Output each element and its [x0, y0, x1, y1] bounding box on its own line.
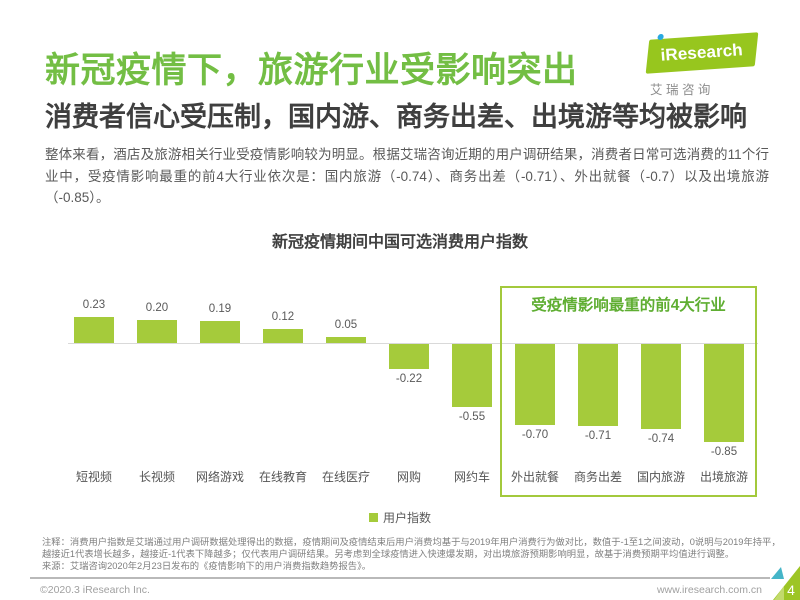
category-label: 网购 [396, 470, 421, 484]
footnote-line: 越接近1代表增长越多，越接近-1代表下降越多；仅代表用户调研结果。另考虑到全球疫… [42, 548, 735, 559]
footnotes: 注释：消费用户指数是艾瑞通过用户调研数据处理得出的数据，疫情期间及疫情结束后用户… [42, 537, 782, 572]
iresearch-logo: iResearch 艾 瑞 咨 询 [645, 32, 760, 98]
bar [641, 344, 681, 429]
category-label: 在线医疗 [321, 470, 370, 484]
bar-value-label: 0.12 [271, 311, 295, 323]
legend-swatch-icon [368, 513, 378, 522]
bar-value-label: -0.85 [710, 446, 738, 458]
corner-green-triangle [773, 566, 800, 600]
bar [704, 344, 744, 442]
page-number: 4 [787, 582, 795, 598]
logo-brand-chinese: 艾 瑞 咨 询 [650, 83, 711, 97]
bar [389, 344, 429, 369]
bar-value-label: 0.23 [82, 299, 106, 311]
footer-copyright: ©2020.3 iResearch Inc. [40, 584, 150, 596]
bar [200, 321, 240, 343]
chart-legend: 用户指数 [0, 509, 800, 526]
category-label: 外出就餐 [510, 470, 559, 484]
category-label: 商务出差 [573, 470, 622, 484]
bar [452, 344, 492, 407]
category-label: 在线教育 [258, 470, 307, 484]
bar [74, 317, 114, 343]
highlight-box: 受疫情影响最重的前4大行业 [500, 286, 757, 497]
bar-value-label: -0.70 [521, 429, 549, 441]
footer-divider [30, 577, 770, 579]
bar-value-label: -0.71 [584, 430, 612, 442]
page-title: 新冠疫情下，旅游行业受影响突出 [45, 51, 578, 90]
legend-label: 用户指数 [382, 511, 431, 525]
highlight-box-title: 受疫情影响最重的前4大行业 [531, 297, 726, 314]
intro-paragraph: 整体来看，酒店及旅游相关行业受疫情影响较为明显。根据艾瑞咨询近期的用户调研结果，… [45, 147, 769, 205]
bar [515, 344, 555, 425]
page-corner-decoration: 4 [771, 566, 800, 600]
corner-teal-triangle [771, 567, 784, 579]
bar [263, 329, 303, 343]
bar-value-label: -0.74 [647, 433, 675, 445]
x-axis-line [68, 343, 758, 344]
bar-value-label: -0.22 [395, 373, 423, 385]
bar-value-label: 0.20 [145, 302, 169, 314]
category-label: 网络游戏 [195, 470, 244, 484]
bar-value-label: 0.19 [208, 303, 232, 315]
footnote-line: 注释：消费用户指数是艾瑞通过用户调研数据处理得出的数据，疫情期间及疫情结束后用户… [42, 537, 781, 547]
bar-value-label: -0.55 [458, 411, 486, 423]
category-label: 网约车 [453, 470, 490, 484]
category-label: 国内旅游 [636, 470, 685, 484]
footer-website: www.iresearch.com.cn [656, 584, 762, 596]
chart-title: 新冠疫情期间中国可选消费用户指数 [271, 234, 528, 251]
corner-light-green-triangle [774, 586, 784, 600]
bar [326, 337, 366, 343]
footnote-source: 来源：艾瑞咨询2020年2月23日发布的《疫情影响下的用户消费指数趋势报告》。 [42, 560, 372, 571]
category-label: 短视频 [75, 470, 112, 484]
bar-value-label: 0.05 [334, 319, 358, 331]
category-label: 长视频 [138, 470, 175, 484]
bar [578, 344, 618, 426]
bar [137, 320, 177, 343]
page-subtitle: 消费者信心受压制，国内游、商务出差、出境游等均被影响 [45, 102, 747, 132]
category-label: 出境旅游 [699, 470, 748, 484]
